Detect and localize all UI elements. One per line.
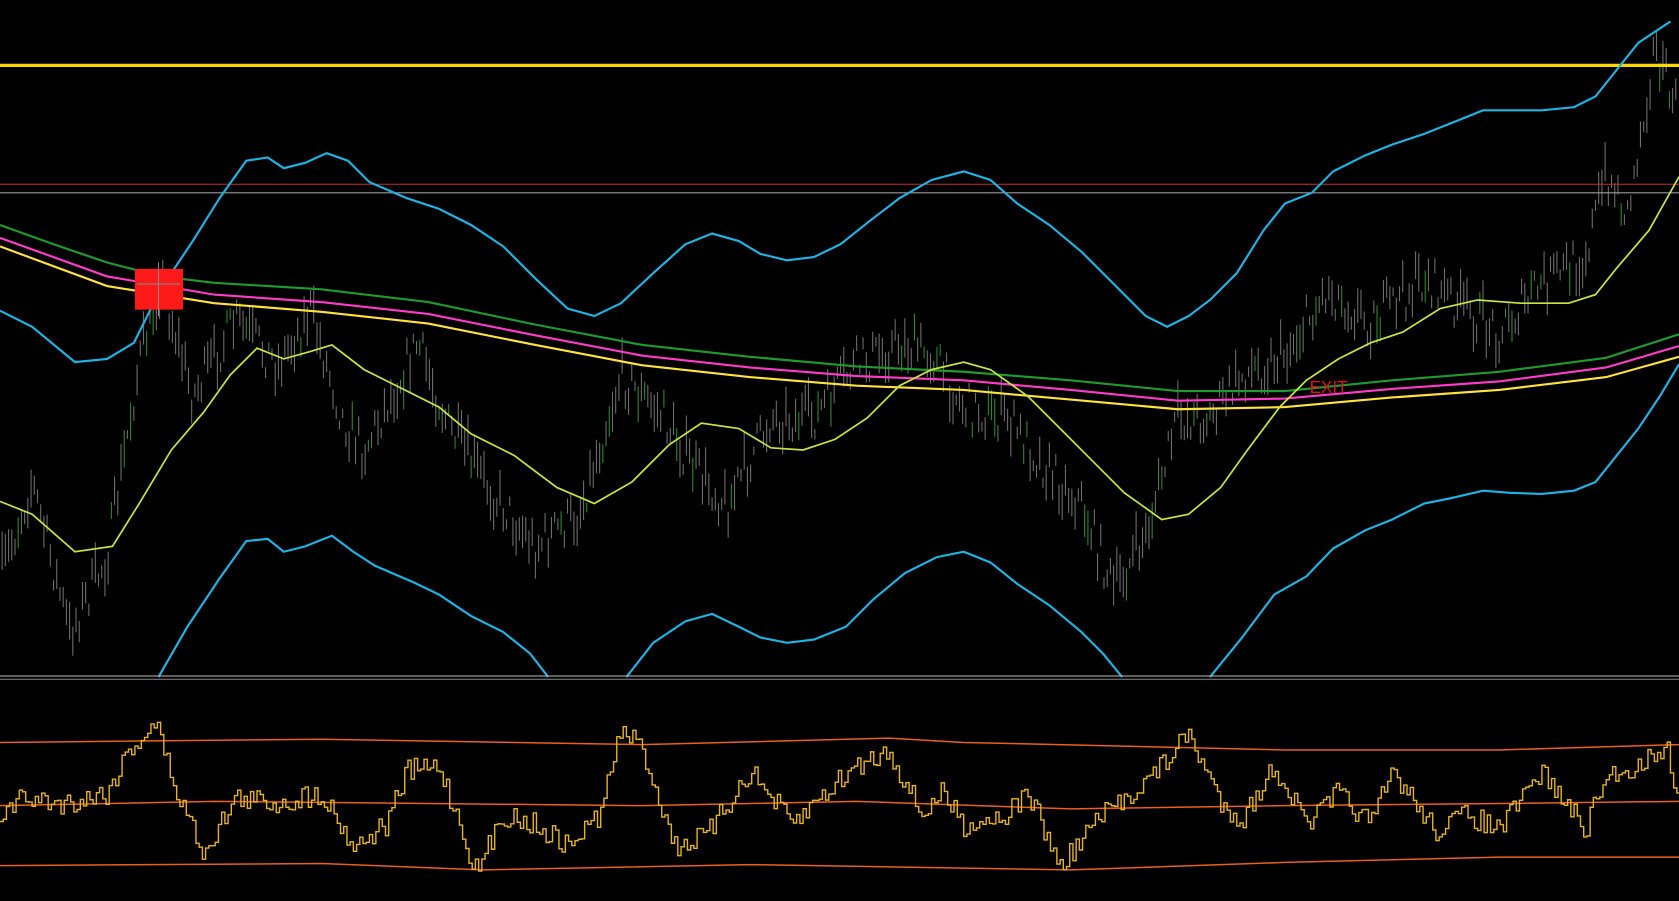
price-bars (1, 31, 1677, 656)
moving-average (0, 245, 1679, 411)
lower-band (157, 534, 550, 678)
upper-band (0, 20, 1672, 364)
lower-band (625, 550, 1124, 678)
oscillator (0, 721, 1679, 872)
moving-average (0, 236, 1679, 402)
oscillator-band (0, 737, 1679, 751)
oscillator-band (0, 856, 1679, 871)
lower-band (1209, 363, 1679, 678)
exit-label: EXIT (1310, 377, 1349, 397)
moving-average (0, 176, 1679, 553)
